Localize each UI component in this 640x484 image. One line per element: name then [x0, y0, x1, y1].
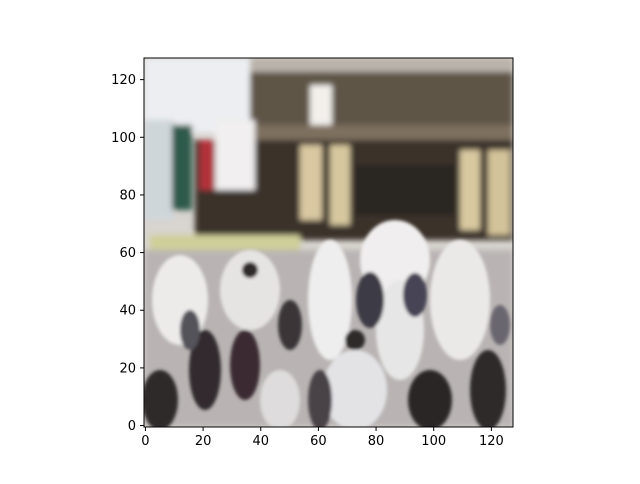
- y-tick-label: 60: [119, 246, 136, 261]
- x-tick-label: 100: [421, 434, 446, 449]
- plot-frame: [143, 57, 514, 428]
- y-tick-label: 0: [128, 419, 136, 434]
- y-axis: 0 20 40 60 80 100 120: [111, 73, 144, 434]
- x-tick-label: 20: [195, 434, 212, 449]
- x-tick-label: 40: [252, 434, 269, 449]
- x-tick-label: 80: [368, 434, 385, 449]
- x-axis: 0 20 40 60 80 100 120: [141, 427, 504, 449]
- y-tick-label: 20: [119, 361, 136, 376]
- y-tick-label: 40: [119, 304, 136, 319]
- x-tick-label: 0: [141, 434, 149, 449]
- photo-image: [144, 58, 513, 427]
- y-tick-label: 80: [119, 188, 136, 203]
- x-tick-label: 120: [479, 434, 504, 449]
- y-tick-label: 100: [111, 131, 136, 146]
- y-tick-label: 120: [111, 73, 136, 88]
- x-tick-label: 60: [310, 434, 327, 449]
